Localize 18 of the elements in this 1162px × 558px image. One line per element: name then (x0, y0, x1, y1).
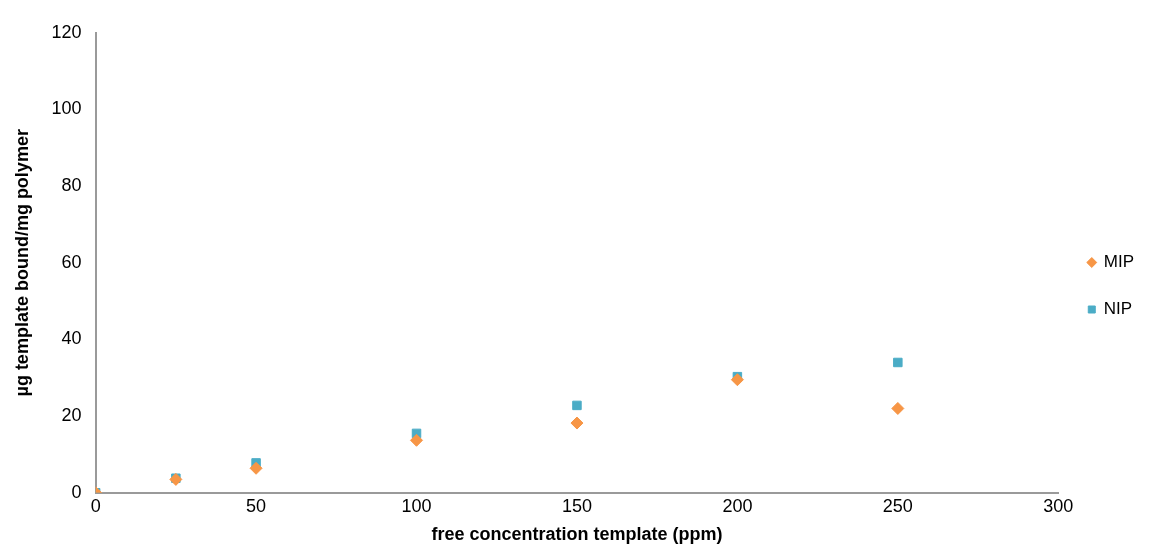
x-tick-label: 0 (90, 495, 101, 516)
y-tick-label: 100 (51, 98, 82, 119)
x-tick-label: 100 (401, 495, 432, 516)
x-tick-label: 250 (882, 495, 913, 516)
x-axis-title: free concentration template (ppm) (431, 524, 723, 545)
legend-label: MIP (1103, 252, 1135, 272)
y-axis-title: µg template bound/mg polymer (11, 129, 32, 397)
x-tick-label: 50 (246, 495, 267, 516)
y-tick-label: 80 (61, 175, 82, 196)
y-tick-label: 60 (61, 251, 82, 272)
y-tick-label: 40 (61, 328, 82, 349)
x-tick-label: 200 (722, 495, 753, 516)
y-tick-label: 120 (51, 21, 82, 42)
legend-label: NIP (1103, 299, 1133, 319)
y-tick-label: 20 (61, 405, 82, 426)
y-tick-label: 0 (71, 481, 82, 502)
x-tick-label: 150 (561, 495, 592, 516)
x-tick-label: 300 (1043, 495, 1074, 516)
